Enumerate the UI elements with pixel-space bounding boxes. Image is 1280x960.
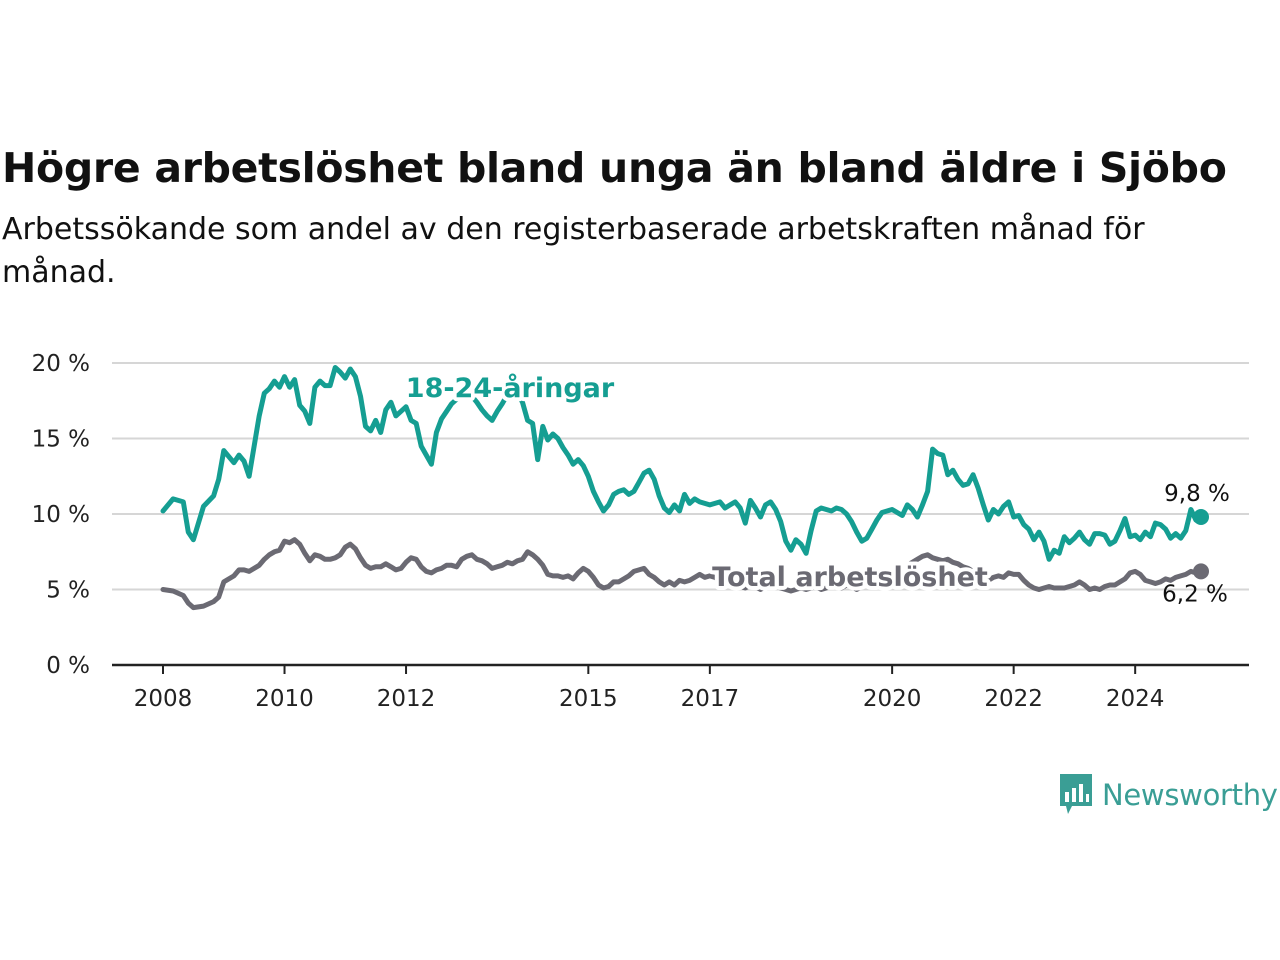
x-tick-label: 2022 [984,686,1043,712]
y-tick-label: 5 % [46,578,90,604]
x-tick-label: 2017 [681,686,740,712]
y-tick-label: 10 % [32,502,90,528]
y-tick-label: 20 % [32,351,90,377]
y-tick-label: 15 % [32,427,90,453]
y-tick-label: 0 % [46,653,90,679]
y-axis-ticks: 0 % 5 % 10 % 15 % 20 % [32,351,90,679]
series-lines [160,365,1209,611]
x-tick-label: 2015 [559,686,618,712]
series-line-youth [160,365,1204,562]
x-tick-label: 2012 [377,686,436,712]
brand-name: Newsworthy [1102,778,1278,812]
line-chart: 0 %5 %10 %15 %20 % 2008 2010 2012 2015 2017 2… [32,351,1249,712]
newsworthy-logo: Newsworthy [1058,772,1278,818]
series-label-youth: 18-24-åringar [406,372,615,404]
chart-title: Högre arbetslöshet bland unga än bland ä… [2,144,1227,192]
chart-subtitle: Arbetssökande som andel av den registerb… [2,212,1145,290]
gridlines [112,362,1249,591]
x-tick-label: 2024 [1106,686,1165,712]
series-labels: 18-24-åringar Total arbetslöshet 9,8 % 6,2 … [402,368,1230,607]
bar-chart-speech-bubble-icon [1060,774,1092,814]
series-label-total: Total arbetslöshet [712,562,988,593]
x-tick-label: 2010 [255,686,314,712]
end-point-marker [1193,509,1209,526]
end-value-label-youth: 9,8 % [1164,481,1230,507]
end-value-label-total: 6,2 % [1162,581,1228,607]
series-line-total [160,537,1204,611]
x-tick-label: 2020 [863,686,922,712]
end-point-marker [1193,563,1209,580]
x-axis-ticks: 2008 2010 2012 2015 2017 2020 2022 2024 [134,665,1165,712]
x-tick-label: 2008 [134,686,193,712]
